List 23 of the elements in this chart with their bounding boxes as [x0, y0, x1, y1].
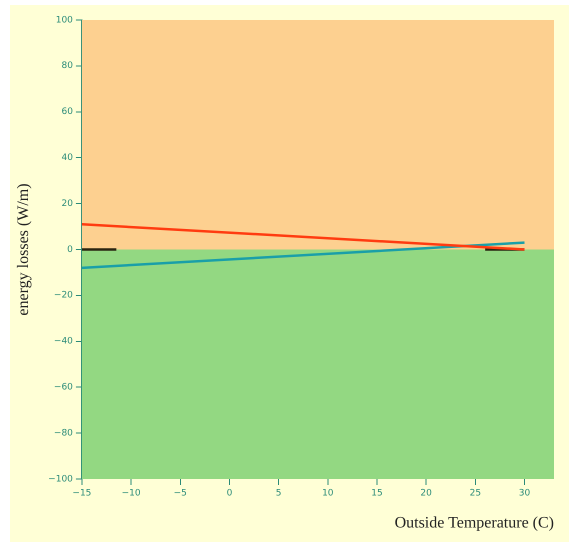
y-tick-label: −60	[54, 382, 74, 393]
y-tick-label: 0	[67, 244, 74, 255]
y-tick-label: 20	[61, 198, 74, 209]
y-tick-label: −100	[48, 474, 74, 484]
x-tick-label: 15	[371, 488, 383, 499]
x-tick-label: −5	[174, 488, 187, 499]
x-tick-label: −10	[122, 488, 141, 499]
y-tick-label: 100	[56, 15, 74, 26]
x-tick-label: 30	[518, 488, 530, 499]
y-tick-label: 80	[61, 61, 74, 72]
x-tick-label: −15	[72, 488, 92, 499]
y-axis-title: energy losses (W/m)	[14, 183, 32, 316]
x-tick-label: 25	[470, 488, 482, 499]
x-tick-label: 10	[322, 488, 334, 499]
y-tick-label: 40	[61, 153, 74, 164]
y-tick-label: −80	[54, 428, 74, 438]
y-tick-label: 60	[61, 107, 74, 118]
y-tick-label: −40	[54, 336, 74, 347]
x-axis-title: Outside Temperature (C)	[394, 514, 554, 532]
x-tick-label: 0	[226, 488, 233, 499]
x-tick-label: 5	[276, 488, 282, 499]
x-tick-label: 20	[420, 488, 432, 499]
y-tick-label: −20	[54, 290, 74, 301]
